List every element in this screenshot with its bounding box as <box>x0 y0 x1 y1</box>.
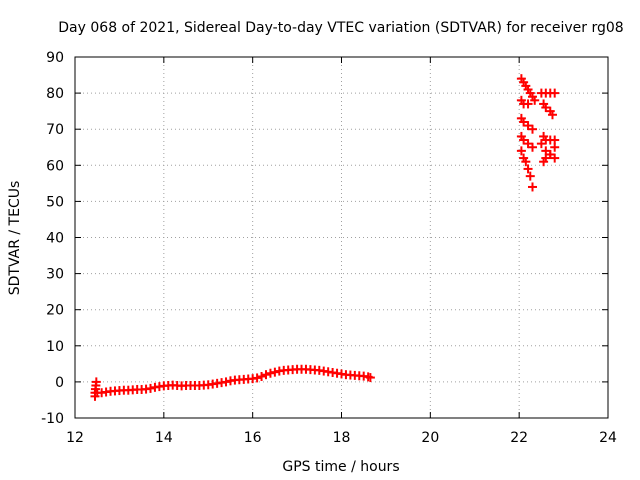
chart-title: Day 068 of 2021, Sidereal Day-to-day VTE… <box>58 20 623 36</box>
y-tick-label: 0 <box>55 375 64 391</box>
x-tick-label: 12 <box>66 430 84 446</box>
data-point <box>527 142 537 152</box>
x-tick-label: 16 <box>244 430 262 446</box>
data-point <box>523 99 533 109</box>
y-tick-label: 90 <box>46 50 64 66</box>
axis-ticks: 12 14 16 18 20 22 24 -10 0 10 20 30 40 50 60 70 80 90 <box>41 50 617 446</box>
data-point <box>527 182 537 192</box>
y-tick-label: 20 <box>46 303 64 319</box>
y-tick-label: 30 <box>46 267 64 283</box>
data-point <box>221 377 231 387</box>
y-tick-label: 70 <box>46 122 64 138</box>
x-tick-label: 22 <box>510 430 528 446</box>
data-point <box>550 88 560 98</box>
data-point <box>530 95 540 105</box>
data-point <box>265 368 275 378</box>
data-point <box>523 139 533 149</box>
grid <box>75 57 608 418</box>
data-point <box>91 377 101 387</box>
y-tick-label: 60 <box>46 158 64 174</box>
data-point <box>146 383 156 393</box>
data-point <box>545 149 555 159</box>
x-axis-label: GPS time / hours <box>282 459 399 475</box>
data-point <box>547 110 557 120</box>
data-point <box>536 139 546 149</box>
y-axis-label: SDTVAR / TECUs <box>7 181 23 296</box>
data-point <box>541 153 551 163</box>
data-point <box>523 121 533 131</box>
plot-frame <box>74 56 609 419</box>
data-point <box>541 103 551 113</box>
x-tick-label: 20 <box>421 430 439 446</box>
y-tick-label: 10 <box>46 339 64 355</box>
data-point <box>550 153 560 163</box>
x-tick-label: 24 <box>599 430 617 446</box>
data-point <box>270 367 280 377</box>
y-tick-label: 40 <box>46 231 64 247</box>
x-tick-label: 18 <box>333 430 351 446</box>
x-tick-label: 14 <box>155 430 173 446</box>
data-point <box>541 146 551 156</box>
data-point <box>521 157 531 167</box>
y-tick-label: 80 <box>46 86 64 102</box>
data-point <box>365 373 375 383</box>
data-point <box>525 171 535 181</box>
y-tick-label: -10 <box>41 411 64 427</box>
data-point <box>252 373 262 383</box>
data-point <box>523 164 533 174</box>
data-point <box>527 124 537 134</box>
y-tick-label: 50 <box>46 194 64 210</box>
data-point <box>550 142 560 152</box>
data-point <box>516 146 526 156</box>
data-point <box>519 117 529 127</box>
data-point <box>519 135 529 145</box>
data-series <box>90 74 560 401</box>
data-point <box>550 135 560 145</box>
